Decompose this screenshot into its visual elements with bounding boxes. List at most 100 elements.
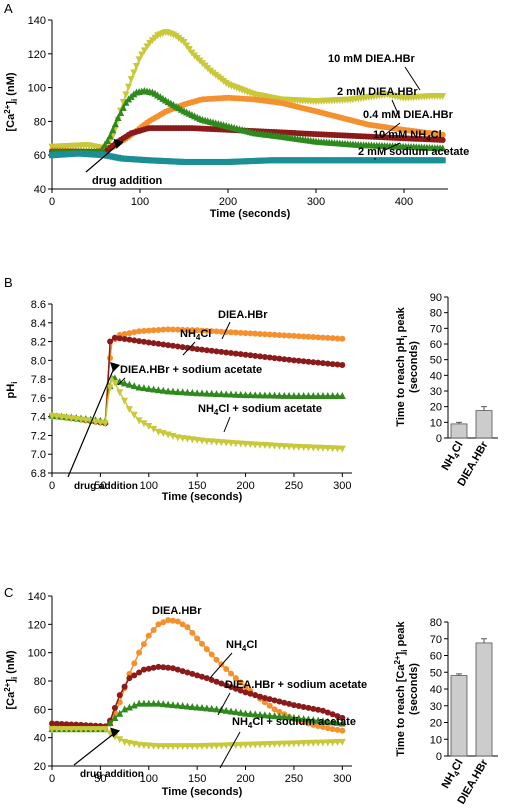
data-point [217, 390, 225, 398]
series-label: 10 mM NH4Cl [373, 129, 442, 143]
y-tick-label: 100 [28, 83, 46, 95]
data-point [174, 343, 181, 350]
y-tick-label: 0 [436, 433, 442, 445]
data-point [114, 114, 122, 122]
data-point [290, 392, 298, 400]
data-point [266, 741, 274, 749]
data-point [275, 442, 283, 450]
data-point [276, 355, 283, 362]
data-point [281, 356, 288, 363]
data-point [237, 390, 245, 398]
data-point [305, 358, 312, 365]
data-point [439, 157, 446, 164]
data-point [140, 384, 148, 392]
data-point [169, 701, 177, 709]
data-point [184, 326, 191, 333]
data-point [304, 739, 312, 747]
arrow-shaft [73, 733, 115, 766]
data-point [48, 726, 56, 734]
data-point [208, 389, 216, 397]
data-point [174, 618, 181, 625]
data-point [232, 742, 240, 750]
data-point [295, 392, 303, 400]
data-point [116, 335, 123, 342]
data-point [228, 329, 235, 336]
data-point [329, 726, 336, 733]
data-point [143, 43, 151, 51]
data-point [208, 347, 215, 354]
drug-addition-label: drug addition [92, 175, 163, 187]
y-tick-label: 60 [430, 651, 442, 663]
data-point [164, 700, 172, 708]
arrow-shaft [67, 367, 115, 478]
chart-panel-a: A 40 60 80 100 120 140 0 100 200 300 400 Time (secon… [3, 1, 469, 220]
x-tick-label: 300 [307, 196, 325, 208]
data-point [145, 699, 153, 707]
data-point [150, 340, 157, 347]
data-point [179, 344, 186, 351]
data-point [63, 726, 71, 734]
data-point [439, 131, 446, 138]
data-point [179, 388, 187, 396]
data-point [125, 703, 133, 711]
data-point [286, 332, 293, 339]
y-tick-label: 140 [28, 15, 46, 27]
y-tick-label: 120 [28, 49, 46, 61]
data-point [111, 704, 118, 711]
data-point [338, 445, 346, 453]
arrow-head [110, 727, 121, 738]
y-tick-label: 140 [28, 591, 46, 603]
x-tick-label: 150 [188, 773, 206, 785]
y-tick-label: 8.2 [31, 337, 46, 349]
data-point [150, 664, 157, 671]
data-point [232, 708, 240, 716]
data-point [242, 391, 250, 399]
data-point [227, 707, 235, 715]
data-point [106, 132, 114, 140]
data-point [189, 629, 196, 636]
panel-letter: A [4, 1, 13, 16]
data-point [232, 390, 240, 398]
y-tick-label: 20 [430, 402, 442, 414]
data-point [228, 350, 235, 357]
data-point [121, 336, 128, 343]
data-point [116, 389, 124, 397]
data-point [77, 416, 85, 424]
data-point [82, 726, 90, 734]
data-point [295, 714, 303, 722]
data-point [98, 145, 106, 153]
data-point [135, 56, 143, 64]
data-point [169, 665, 176, 672]
x-axis-title: Time (seconds) [162, 786, 243, 798]
data-point [169, 326, 176, 333]
data-point [285, 443, 293, 451]
data-point [136, 328, 143, 335]
data-point [193, 389, 201, 397]
data-point [122, 91, 130, 99]
data-point [324, 739, 332, 747]
y-tick-label: 8.0 [31, 355, 46, 367]
data-point [193, 436, 201, 444]
y-tick-label: 80 [430, 308, 442, 320]
data-point [247, 330, 254, 337]
data-point [339, 714, 346, 721]
data-point [300, 444, 308, 452]
data-point [160, 326, 167, 333]
series-label: DIEA.HBr + sodium acetate [225, 679, 367, 691]
series-label: DIEA.HBr [218, 309, 268, 321]
data-point [300, 740, 308, 748]
data-point [266, 711, 274, 719]
data-point [271, 712, 279, 720]
data-point [251, 441, 259, 449]
data-point [218, 348, 225, 355]
data-point [242, 330, 249, 337]
data-point [223, 665, 230, 672]
data-point [125, 406, 133, 414]
data-point [109, 126, 117, 134]
data-point [174, 666, 181, 673]
y-tick-label: 8.6 [31, 299, 46, 311]
data-point [290, 443, 298, 451]
data-point [179, 434, 187, 442]
data-point [310, 705, 317, 712]
data-point [228, 670, 235, 677]
